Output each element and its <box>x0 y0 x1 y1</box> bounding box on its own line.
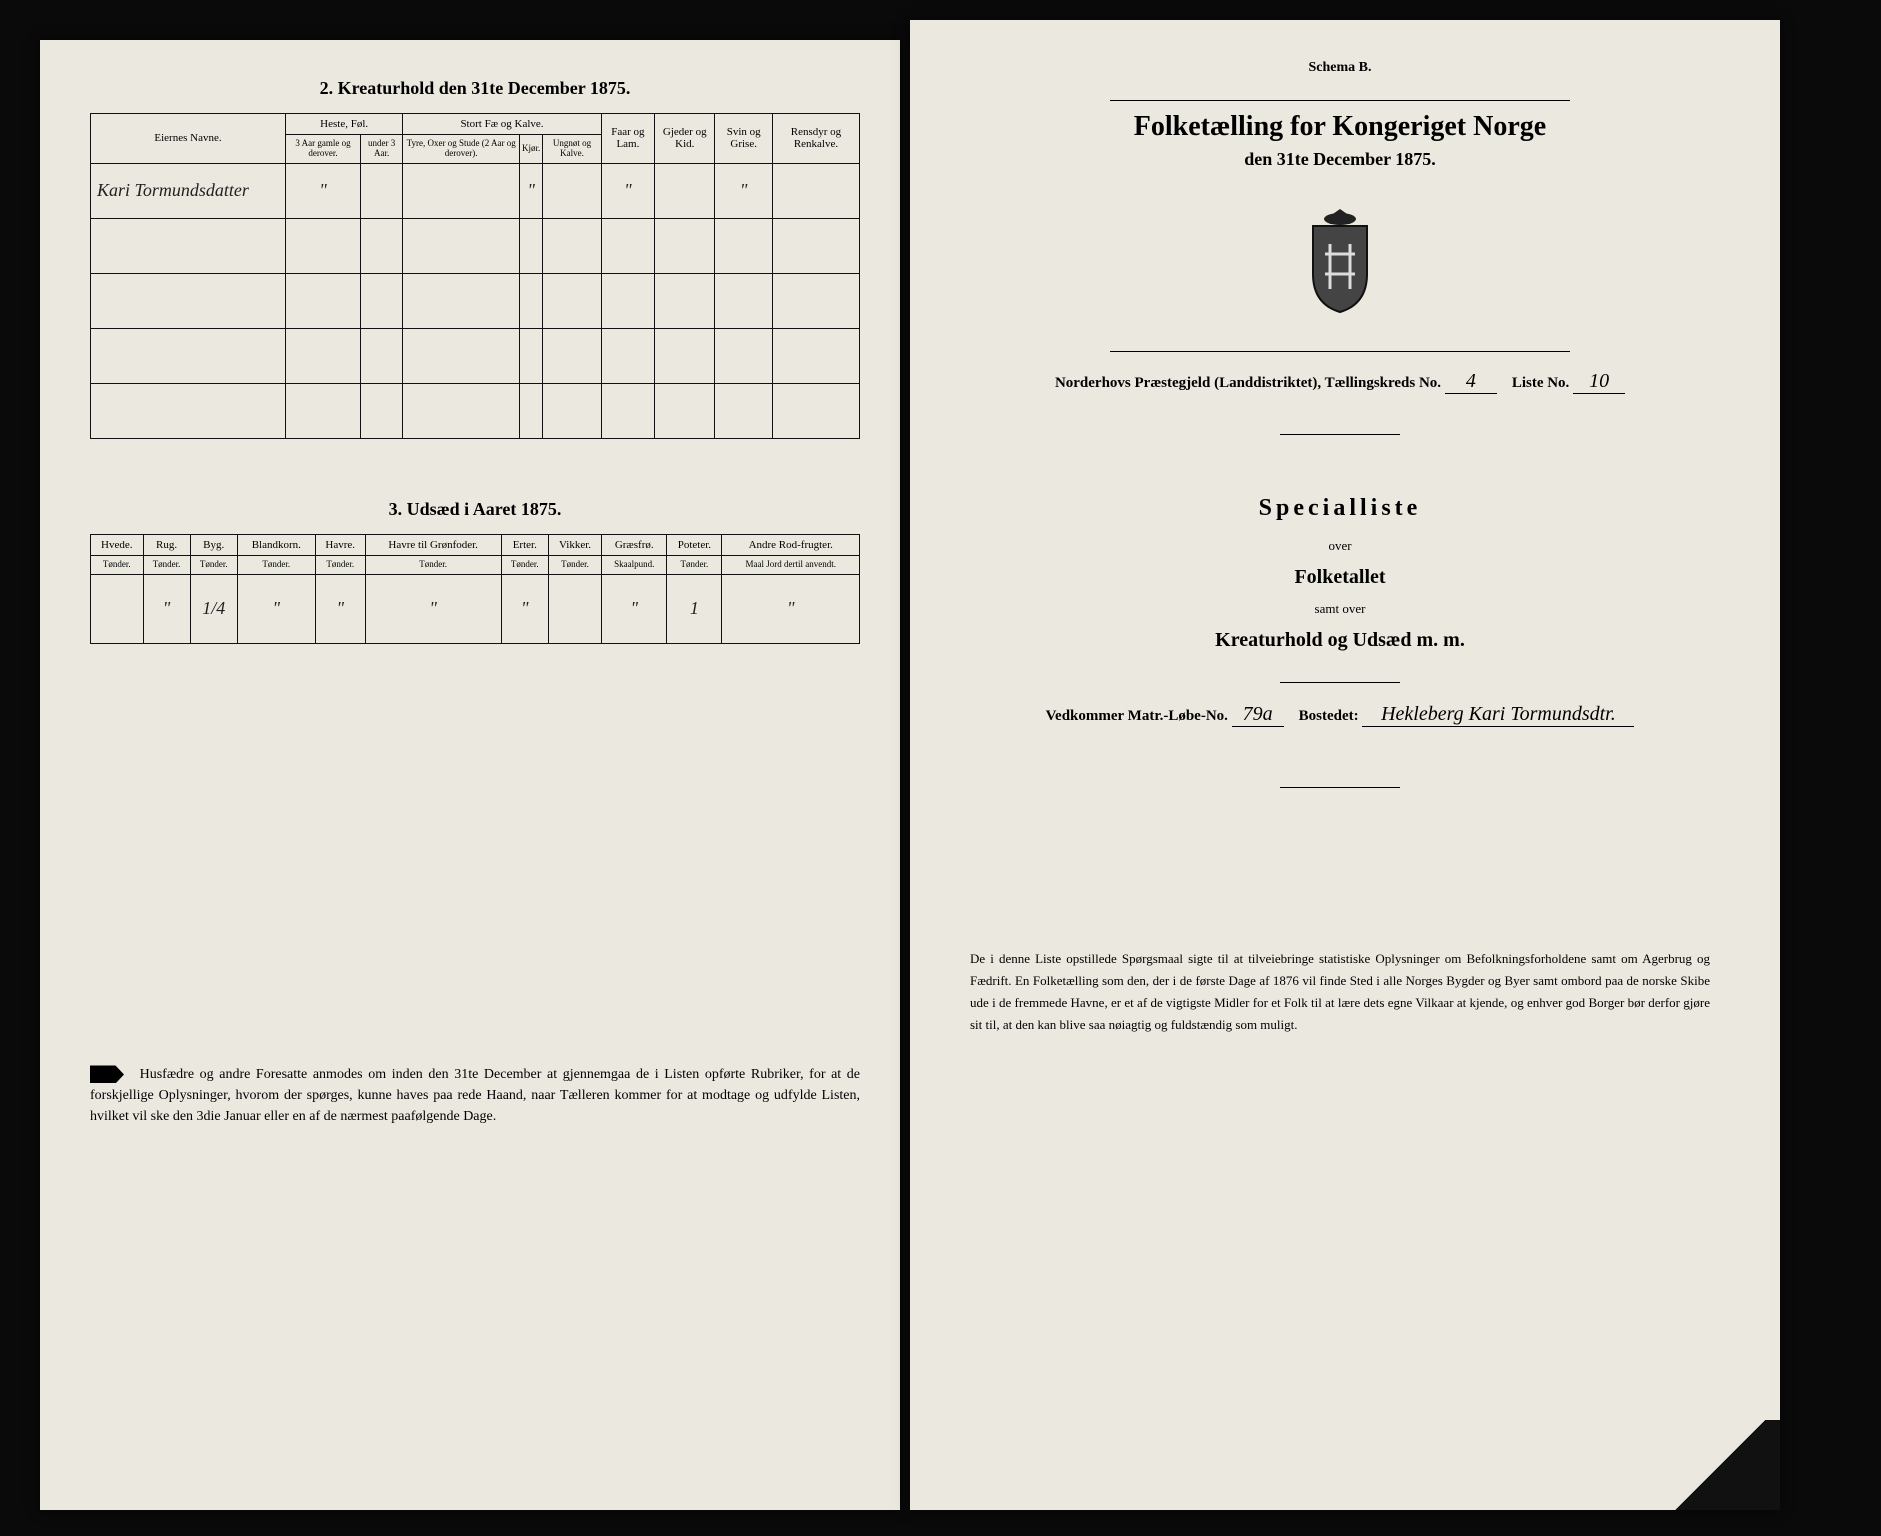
col-stort-3: Ungnøt og Kalve. <box>543 135 601 164</box>
col-gjeder: Gjeder og Kid. <box>655 114 715 164</box>
sub-title: den 31te December 1875. <box>960 149 1720 170</box>
table-row: Hvede. Rug. Byg. Blandkorn. Havre. Havre… <box>91 534 860 555</box>
coat-of-arms-icon <box>1295 204 1385 314</box>
right-page: Schema B. Folketælling for Kongeriget No… <box>910 20 1780 1510</box>
cell: " <box>237 574 315 643</box>
unit: Maal Jord dertil anvendt. <box>722 555 860 574</box>
cell <box>361 163 403 218</box>
kreds-no: 4 <box>1445 370 1497 394</box>
divider <box>1280 434 1400 435</box>
left-page: 2. Kreaturhold den 31te December 1875. E… <box>40 40 900 1510</box>
unit: Tønder. <box>667 555 722 574</box>
cell <box>772 163 859 218</box>
vedkommer-line: Vedkommer Matr.-Løbe-No. 79a Bostedet: H… <box>960 703 1720 727</box>
unit: Tønder. <box>315 555 365 574</box>
unit: Tønder. <box>548 555 601 574</box>
table-row: Kari Tormundsdatter " " " " <box>91 163 860 218</box>
cell: " <box>520 163 543 218</box>
kreaturhold-label: Kreaturhold og Udsæd m. m. <box>960 629 1720 652</box>
specialliste-title: Specialliste <box>960 495 1720 522</box>
page-corner-shadow <box>1660 1420 1780 1510</box>
unit: Tønder. <box>143 555 190 574</box>
col: Erter. <box>501 534 548 555</box>
bottom-text: De i denne Liste opstillede Spørgsmaal s… <box>960 948 1720 1036</box>
col-faar: Faar og Lam. <box>601 114 654 164</box>
cell <box>548 574 601 643</box>
bosted-value: Hekleberg Kari Tormundsdtr. <box>1362 703 1634 727</box>
col-rensdyr: Rensdyr og Renkalve. <box>772 114 859 164</box>
table-row: " 1/4 " " " " " 1 " <box>91 574 860 643</box>
main-title: Folketælling for Kongeriget Norge <box>960 111 1720 143</box>
liste-label: Liste No. <box>1512 375 1570 391</box>
col: Byg. <box>190 534 237 555</box>
pointing-hand-icon <box>90 1065 124 1083</box>
col: Havre. <box>315 534 365 555</box>
unit: Tønder. <box>91 555 144 574</box>
col-heste-2: under 3 Aar. <box>361 135 403 164</box>
section3-title: 3. Udsæd i Aaret 1875. <box>90 499 860 520</box>
col: Hvede. <box>91 534 144 555</box>
footnote: Husfædre og andre Foresatte anmodes om i… <box>90 1064 860 1127</box>
table-row <box>91 218 860 273</box>
cell: 1 <box>667 574 722 643</box>
col: Rug. <box>143 534 190 555</box>
cell: " <box>722 574 860 643</box>
unit: Tønder. <box>190 555 237 574</box>
unit: Skaalpund. <box>602 555 667 574</box>
folketallet-label: Folketallet <box>960 566 1720 589</box>
cell: " <box>715 163 773 218</box>
unit: Tønder. <box>237 555 315 574</box>
district-line: Norderhovs Præstegjeld (Landdistriktet),… <box>960 370 1720 394</box>
samt-label: samt over <box>960 601 1720 617</box>
divider <box>1280 787 1400 788</box>
divider <box>1110 100 1570 101</box>
cell <box>91 574 144 643</box>
cell: 1/4 <box>190 574 237 643</box>
col: Blandkorn. <box>237 534 315 555</box>
divider <box>1280 682 1400 683</box>
col: Havre til Grønfoder. <box>365 534 501 555</box>
vedk-label: Vedkommer Matr.-Løbe-No. <box>1046 708 1228 724</box>
col-eier: Eiernes Navne. <box>91 114 286 164</box>
matr-no: 79a <box>1232 703 1284 727</box>
kreaturhold-table: Eiernes Navne. Heste, Føl. Stort Fæ og K… <box>90 113 860 439</box>
cell <box>403 163 520 218</box>
section2-title: 2. Kreaturhold den 31te December 1875. <box>90 78 860 99</box>
bosted-label: Bostedet: <box>1299 708 1359 724</box>
cell <box>655 163 715 218</box>
divider <box>1110 351 1570 352</box>
table-row <box>91 273 860 328</box>
cell <box>543 163 601 218</box>
cell: " <box>315 574 365 643</box>
col: Græsfrø. <box>602 534 667 555</box>
over-label: over <box>960 538 1720 554</box>
table-row: Tønder. Tønder. Tønder. Tønder. Tønder. … <box>91 555 860 574</box>
cell: " <box>365 574 501 643</box>
cell: " <box>286 163 361 218</box>
col-stort-2: Kjør. <box>520 135 543 164</box>
cell: " <box>602 574 667 643</box>
unit: Tønder. <box>501 555 548 574</box>
udsaed-table: Hvede. Rug. Byg. Blandkorn. Havre. Havre… <box>90 534 860 644</box>
col: Vikker. <box>548 534 601 555</box>
cell: " <box>501 574 548 643</box>
unit: Tønder. <box>365 555 501 574</box>
owner-name: Kari Tormundsdatter <box>91 163 286 218</box>
schema-label: Schema B. <box>960 60 1720 76</box>
liste-no: 10 <box>1573 370 1625 394</box>
col-svin: Svin og Grise. <box>715 114 773 164</box>
col-stort: Stort Fæ og Kalve. <box>403 114 601 135</box>
table-row <box>91 328 860 383</box>
footnote-text: Husfædre og andre Foresatte anmodes om i… <box>90 1067 860 1124</box>
col-stort-1: Tyre, Oxer og Stude (2 Aar og derover). <box>403 135 520 164</box>
cell: " <box>143 574 190 643</box>
col-heste: Heste, Føl. <box>286 114 403 135</box>
table-row <box>91 383 860 438</box>
col: Andre Rod-frugter. <box>722 534 860 555</box>
col-heste-1: 3 Aar gamle og derover. <box>286 135 361 164</box>
col: Poteter. <box>667 534 722 555</box>
cell: " <box>601 163 654 218</box>
district-prefix: Norderhovs Præstegjeld (Landdistriktet),… <box>1055 375 1441 391</box>
